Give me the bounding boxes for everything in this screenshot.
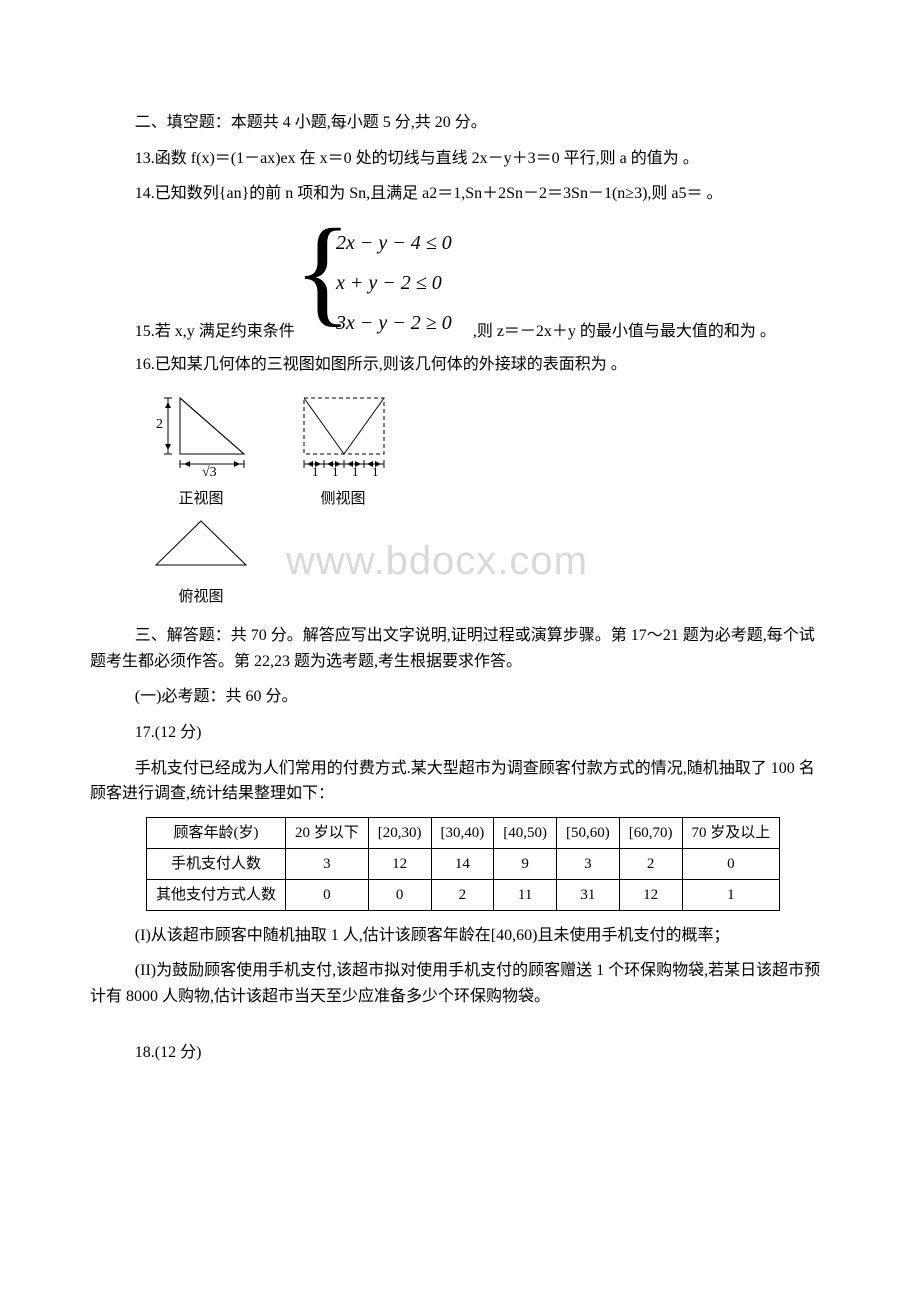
- th-2: [20,30): [368, 817, 431, 848]
- question-16: 16.已知某几何体的三视图如图所示,则该几何体的外接球的表面积为 。: [90, 352, 830, 378]
- equation-system: { 2x − y − 4 ≤ 0 x + y − 2 ≤ 0 3x − y − …: [330, 217, 452, 343]
- front-view-label: 正视图: [146, 487, 256, 511]
- th-5: [50,60): [557, 817, 620, 848]
- eq-line-1: 2x − y − 4 ≤ 0: [336, 223, 452, 263]
- q17-head: 17.(12 分): [90, 720, 830, 746]
- td: 12: [619, 879, 682, 910]
- question-13: 13.函数 f(x)＝(1－ax)ex 在 x＝0 处的切线与直线 2x－y＋3…: [90, 146, 830, 172]
- td: 2: [431, 879, 494, 910]
- eq-line-2: x + y − 2 ≤ 0: [336, 263, 452, 303]
- table-header-row: 顾客年龄(岁) 20 岁以下 [20,30) [30,40) [40,50) […: [147, 817, 780, 848]
- side-view-svg: 1 1 1 1: [288, 390, 398, 476]
- td: 其他支付方式人数: [147, 879, 286, 910]
- td: 0: [286, 879, 369, 910]
- brace-icon: {: [294, 211, 352, 331]
- side-view-block: 1 1 1 1 侧视图: [288, 390, 398, 511]
- th-0: 顾客年龄(岁): [147, 817, 286, 848]
- side-view-label: 侧视图: [288, 487, 398, 511]
- th-1: 20 岁以下: [286, 817, 369, 848]
- survey-table: 顾客年龄(岁) 20 岁以下 [20,30) [30,40) [40,50) […: [146, 817, 780, 911]
- q15-lead: 15.若 x,y 满足约束条件: [90, 319, 295, 345]
- three-views: 2 √3 正视图 1 1: [146, 390, 830, 511]
- td: 3: [286, 848, 369, 879]
- td: 31: [557, 879, 620, 910]
- svg-text:√3: √3: [202, 465, 217, 476]
- q18-head: 18.(12 分): [90, 1040, 830, 1066]
- td: 3: [557, 848, 620, 879]
- svg-text:1: 1: [312, 464, 319, 476]
- td: 14: [431, 848, 494, 879]
- th-3: [30,40): [431, 817, 494, 848]
- section2-title: 二、填空题：本题共 4 小题,每小题 5 分,共 20 分。: [90, 110, 830, 136]
- section3-title: 三、解答题：共 70 分。解答应写出文字说明,证明过程或演算步骤。第 17～21…: [90, 623, 830, 674]
- table-row: 其他支付方式人数 0 0 2 11 31 12 1: [147, 879, 780, 910]
- td: 12: [368, 848, 431, 879]
- q17-part2: (II)为鼓励顾客使用手机支付,该超市拟对使用手机支付的顾客赠送 1 个环保购物…: [90, 958, 830, 1009]
- td: 手机支付人数: [147, 848, 286, 879]
- subsection1-title: (一)必考题：共 60 分。: [90, 684, 830, 710]
- front-view-svg: 2 √3: [146, 390, 256, 476]
- svg-text:1: 1: [372, 464, 379, 476]
- top-view-svg: [146, 515, 256, 575]
- eq-line-3: 3x − y − 2 ≥ 0: [336, 303, 452, 343]
- question-14: 14.已知数列{an}的前 n 项和为 Sn,且满足 a2＝1,Sn＋2Sn－2…: [90, 181, 830, 207]
- th-7: 70 岁及以上: [682, 817, 780, 848]
- q17-body: 手机支付已经成为人们常用的付费方式.某大型超市为调查顾客付款方式的情况,随机抽取…: [90, 756, 830, 807]
- q17-part1: (I)从该超市顾客中随机抽取 1 人,估计该顾客年龄在[40,60)且未使用手机…: [90, 923, 830, 949]
- top-view-label: 俯视图: [146, 585, 256, 609]
- th-6: [60,70): [619, 817, 682, 848]
- top-view-block: 俯视图: [146, 515, 256, 610]
- td: 0: [368, 879, 431, 910]
- watermark-text: www.bdocx.com: [286, 529, 588, 609]
- table-row: 手机支付人数 3 12 14 9 3 2 0: [147, 848, 780, 879]
- svg-text:1: 1: [332, 464, 339, 476]
- q15-tail: ,则 z＝－2x＋y 的最小值与最大值的和为 。: [473, 323, 776, 340]
- svg-text:1: 1: [352, 464, 359, 476]
- th-4: [40,50): [494, 817, 557, 848]
- td: 1: [682, 879, 780, 910]
- question-15: { 2x − y − 4 ≤ 0 x + y − 2 ≤ 0 3x − y − …: [90, 217, 830, 345]
- front-view-block: 2 √3 正视图: [146, 390, 256, 511]
- td: 9: [494, 848, 557, 879]
- td: 2: [619, 848, 682, 879]
- td: 11: [494, 879, 557, 910]
- td: 0: [682, 848, 780, 879]
- svg-text:2: 2: [156, 417, 163, 432]
